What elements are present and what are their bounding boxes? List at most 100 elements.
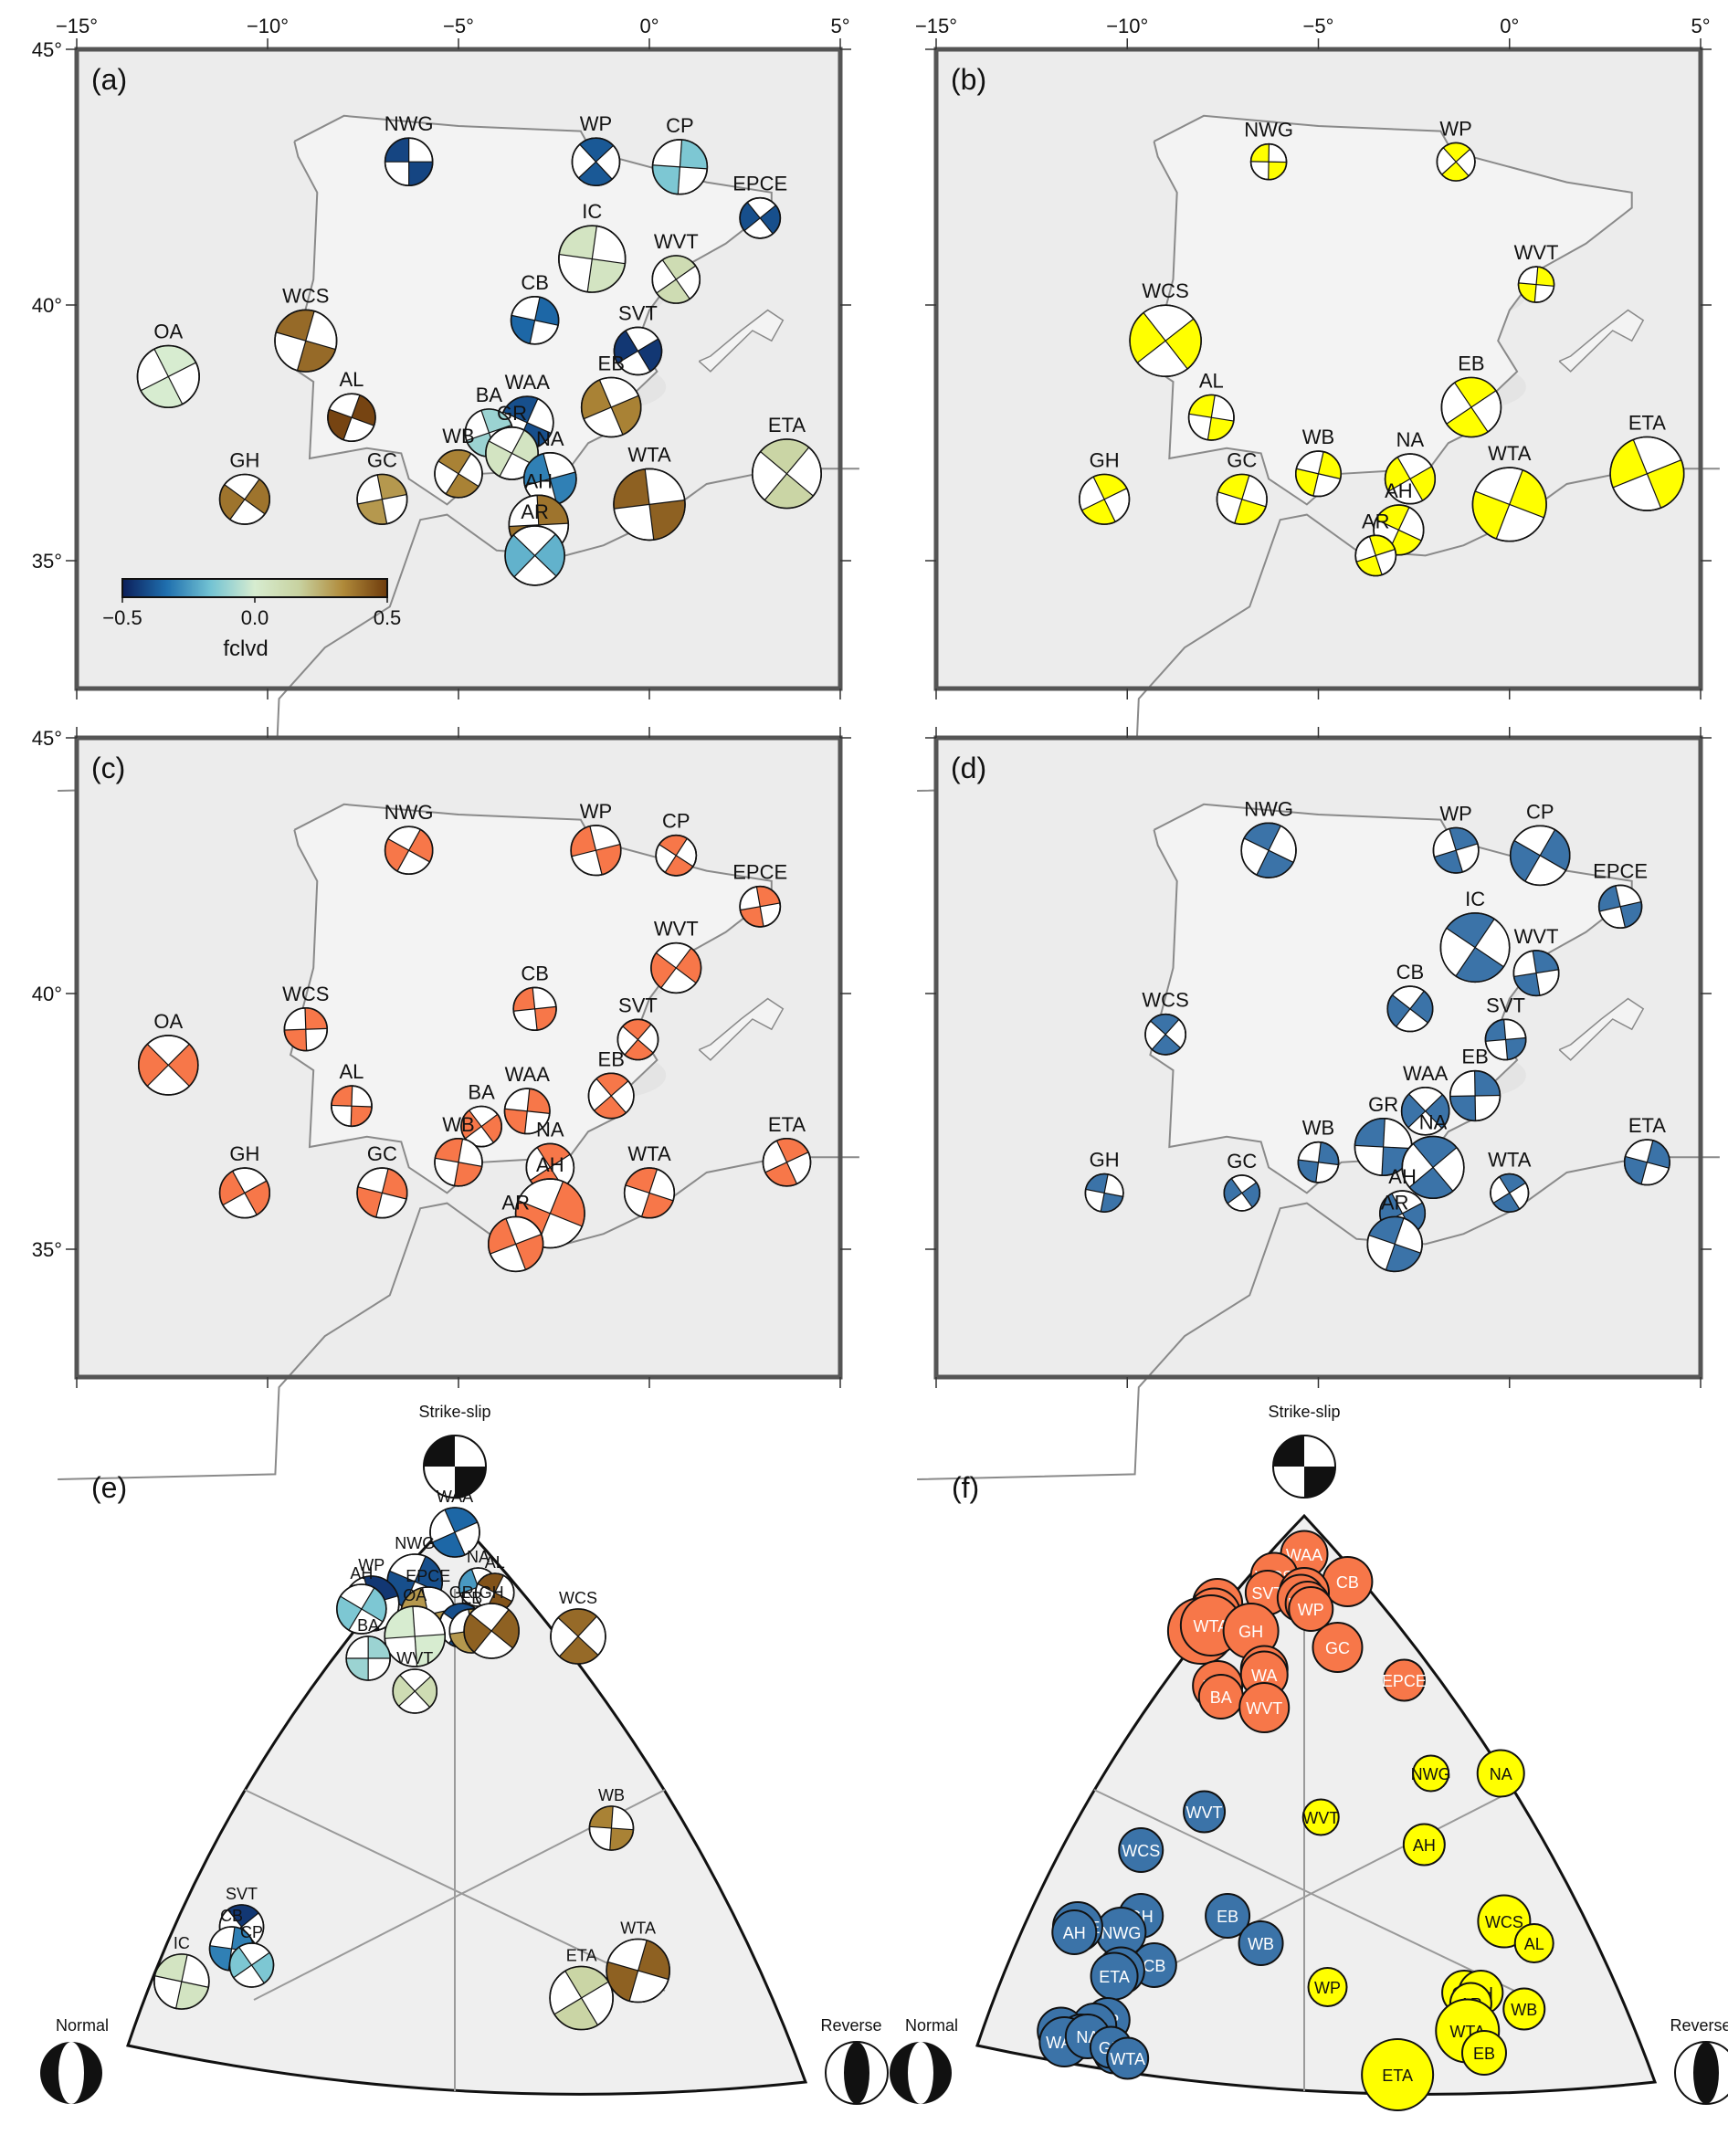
station-marker-wp [1288,1586,1334,1632]
station-label: IC [582,200,602,223]
station-label: AH [524,469,553,492]
beachball-eta [549,1965,614,2031]
station-label: BA [1210,1688,1232,1707]
lon-tick-label: −15° [915,15,957,37]
station-label: AH [1385,479,1413,502]
station-label: ETA [566,1947,597,1965]
station-label: WAA [505,371,551,394]
station-label: SVT [1486,994,1525,1016]
station-label: OA [403,1586,427,1604]
beachball-eb [587,1072,635,1120]
station-label: WTA [1488,442,1532,465]
station-label: SVT [618,301,658,324]
baleares-coastline [698,309,785,373]
beachball-ar [1366,1215,1423,1273]
map-panel-a: −15° −10° −5° 0° 5° 45° 40° 35° (a) NWG WP CP EPCE IC… [32,15,859,792]
beachball-gc [1223,1174,1261,1212]
corner-label-reverse: Reverse [1670,2016,1728,2035]
station-label: ETA [1099,1968,1130,1986]
beachball-gc [1216,473,1268,525]
corner-label-normal: Normal [56,2016,109,2035]
beachball-wp [1432,826,1480,874]
beachball-oa [136,344,200,409]
station-label: WVT [1186,1804,1223,1822]
beachball-eta [762,1138,812,1187]
beachball-gh [463,1603,520,1659]
beachball-al [474,1572,515,1613]
station-label: ETA [1628,1114,1666,1137]
ternary-gridline [244,1789,666,1992]
lon-tick-label: 5° [830,15,849,37]
beachball-wvt [1517,266,1555,303]
beachball-nwg [1249,142,1288,181]
beachball-gc [356,1167,408,1219]
station-label: AL [1524,1935,1544,1953]
station-label: NWG [1101,1924,1141,1942]
station-label: WCS [1142,279,1188,302]
beachball-wcs [274,309,338,373]
station-label: AL [339,1060,364,1083]
corner-label-normal: Normal [905,2016,958,2035]
beachball-wb [1295,450,1343,498]
station-label: WCS [282,284,329,307]
station-label: WP [580,800,612,823]
beachball-ic [1439,912,1511,983]
station-marker-wvt [1301,1798,1340,1836]
station-marker-nwg [1412,1754,1450,1793]
beachball-svt [613,326,663,376]
station-label: AH [350,1564,373,1583]
station-label: GH [1238,1623,1263,1641]
station-marker-gc [1312,1622,1364,1673]
colorbar: −0.5 0.0 0.5 fclvd [102,578,401,661]
beachball-waa [429,1507,480,1558]
baleares-coastline [698,997,785,1061]
station-label: CB [521,271,549,294]
colorbar-gradient [121,578,388,598]
station-label: GR [1368,1093,1398,1116]
beachball-cb [512,986,557,1032]
beachball-al [1187,394,1235,441]
beachball-na [522,452,577,506]
beachball-eta [751,438,822,510]
colorbar-label: fclvd [223,636,268,661]
station-label: WB [1302,1117,1334,1140]
station-label: WB [1302,426,1334,448]
station-label: WA [1251,1667,1277,1685]
station-label: WAA [1286,1546,1322,1564]
station-label: CB [1336,1573,1359,1592]
station-label: GC [367,449,397,472]
beachball-wvt [650,941,702,994]
beachball-eta [1609,436,1685,511]
beachball-gr [485,426,539,480]
beachball-svt [1484,1018,1527,1061]
beachball-gc [356,473,408,525]
normal-icon [40,2042,102,2104]
lat-tick-label: 45° [32,38,62,61]
beachball-wb [434,448,483,499]
station-marker-wta [1106,2036,1150,2080]
beachball-wta [1471,467,1547,542]
station-label: GH [229,1142,259,1165]
strike-slip-icon [1272,1435,1336,1499]
station-label: EB [460,1589,482,1607]
beachball-eb [1440,376,1502,438]
strike-slip-icon [423,1435,487,1499]
station-label: WVT [1246,1699,1282,1718]
station-label: CB [220,1907,243,1925]
beachball-ar [1354,534,1397,577]
beachball-ba [345,1635,391,1681]
station-label: CB [521,962,549,984]
beachball-wp [571,137,621,186]
station-marker-na [1476,1749,1525,1798]
station-label: WVT [396,1649,433,1667]
station-marker-wvt [1238,1682,1291,1733]
panel-label: (f) [952,1471,979,1504]
station-label: NWG [385,112,434,135]
station-marker-eta [1361,2038,1435,2111]
beachball-ba [460,1105,502,1148]
beachball-wp [1436,142,1476,182]
station-marker-wb [1502,1987,1546,2031]
station-label: WAA [437,1488,473,1506]
beachball-oa [138,1035,199,1096]
